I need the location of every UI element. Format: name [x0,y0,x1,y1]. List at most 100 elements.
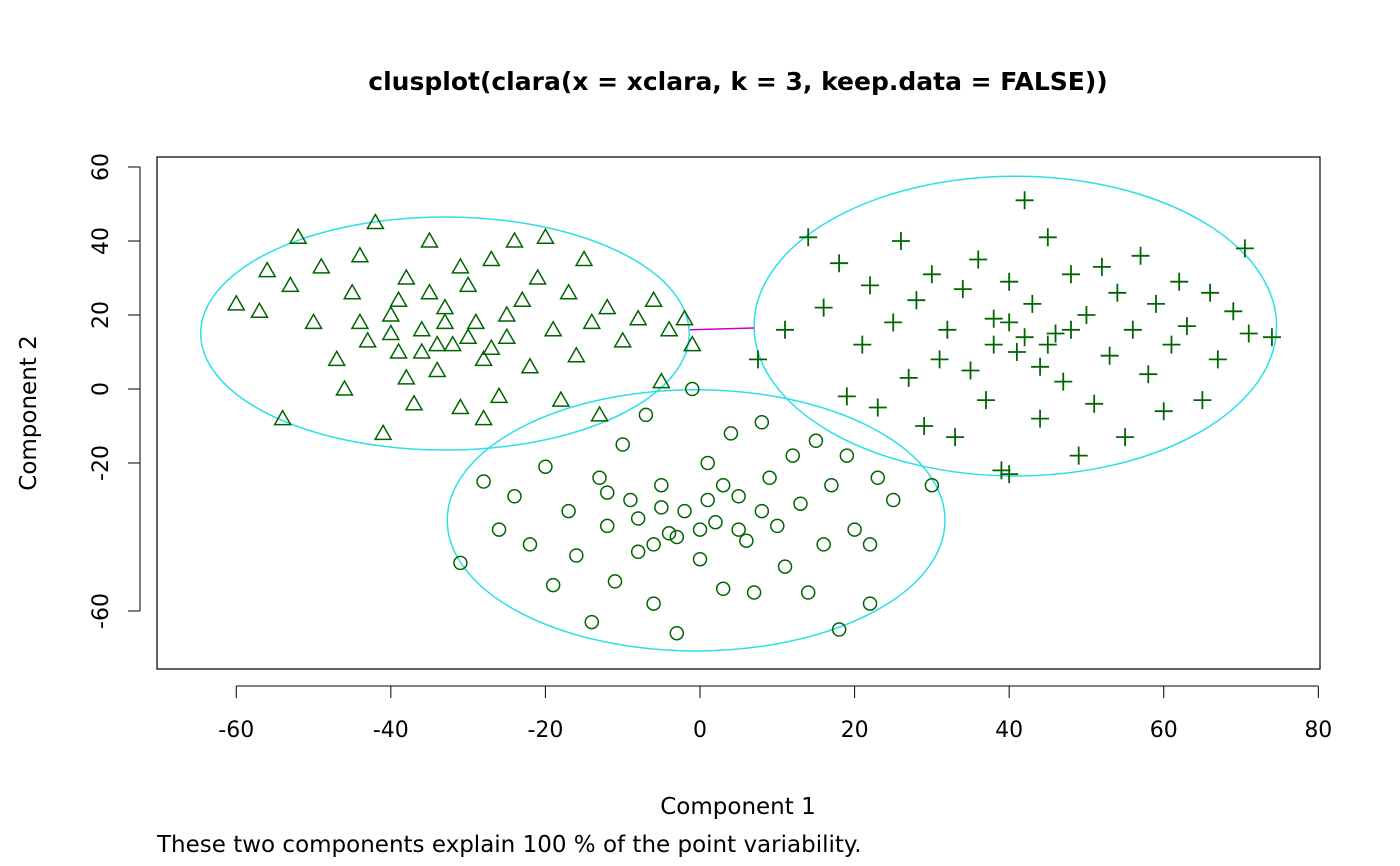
triangle-point [497,327,517,344]
plus-point [1038,228,1057,247]
circle-point [816,537,831,552]
circle-point [677,503,692,519]
circle-point [785,448,800,463]
plus-point [1038,335,1057,354]
y-tick-label: -60 [89,593,114,629]
plus-point [1139,365,1158,384]
plus-point [1000,465,1019,484]
circle-point [692,551,708,567]
plus-point [938,320,957,339]
triangle-point [675,309,694,326]
plus-point [799,228,818,247]
plus-point [1069,446,1088,465]
triangle-point [404,394,424,411]
circle-point [839,448,855,463]
y-tick-label: 60 [89,153,114,181]
plus-point [1239,324,1258,343]
x-tick-label: -20 [527,718,563,743]
circle-point [545,577,561,593]
circle-point [630,544,646,560]
circle-point [754,503,770,519]
plus-point [1131,246,1150,265]
triangle-point [482,338,501,356]
plus-point [1000,313,1019,332]
triangle-point [613,331,633,348]
triangle-point [451,397,470,415]
y-tick-label: 40 [89,227,114,255]
circle-point [824,477,839,493]
plus-point [953,280,972,299]
plus-point [1092,257,1111,276]
plus-point [961,361,980,380]
triangle-point [335,379,354,396]
circle-point [669,529,685,545]
x-tick-label: 60 [1150,718,1178,743]
triangle-point [389,290,408,307]
triangle-point [652,372,671,389]
plus-point [1108,283,1127,302]
chart-title: clusplot(clara(x = xclara, k = 3, keep.d… [368,67,1107,96]
triangle-point [551,390,571,407]
circle-point [600,485,615,500]
triangle-point [659,320,679,337]
triangle-point [536,227,555,245]
triangle-point [427,335,447,352]
circle-point [847,522,862,537]
triangle-point [412,320,432,337]
triangle-point [250,301,269,319]
circle-point [777,559,793,574]
triangle-point [505,231,524,248]
triangle-point [590,405,609,422]
plus-point [830,254,849,273]
triangle-point [520,357,540,374]
triangle-point [443,335,462,352]
circle-point [692,522,708,537]
triangle-point [350,312,370,330]
triangle-point [420,283,439,300]
plus-point [1085,394,1104,413]
triangle-point [350,246,370,263]
x-tick-label: 20 [841,718,869,743]
plot-frame [156,156,1321,670]
triangle-point [427,360,447,378]
circle-point [700,492,715,508]
plus-point [1262,328,1281,347]
circle-point [491,522,507,537]
cluster-ellipse [199,216,690,451]
plus-point [776,320,795,339]
triangle-point [497,305,517,322]
triangle-point [628,309,648,326]
plus-point [976,391,995,410]
triangle-point [451,257,470,274]
circle-point [715,477,731,493]
x-axis: -60 -40 -20 0 20 40 60 80 [218,685,1332,743]
circle-point [561,503,576,519]
circle-point [800,585,816,600]
x-axis-label: Component 1 [660,794,815,820]
circle-point [770,518,785,534]
triangle-point [474,349,493,367]
circle-point [654,477,669,493]
triangle-point [373,423,393,441]
plus-point [1100,346,1119,365]
x-tick-label: 40 [995,718,1023,743]
plus-point [1170,272,1189,291]
plus-point [1193,391,1212,410]
plus-point [1224,302,1243,321]
triangle-point [288,227,308,245]
circle-point [831,622,847,637]
circle-point [638,407,654,423]
plus-point [891,232,910,250]
plus-point [837,387,856,406]
triangle-point [458,275,478,293]
plus-point [1061,265,1080,284]
triangle-point [381,323,401,341]
triangle-point [273,409,292,426]
plus-point [884,313,903,332]
circle-point [708,514,723,530]
circle-point [731,522,746,537]
plus-point [1201,283,1220,302]
triangle-point [435,298,455,315]
cluster-link-line [689,327,755,331]
x-tick-label: 0 [693,718,707,743]
